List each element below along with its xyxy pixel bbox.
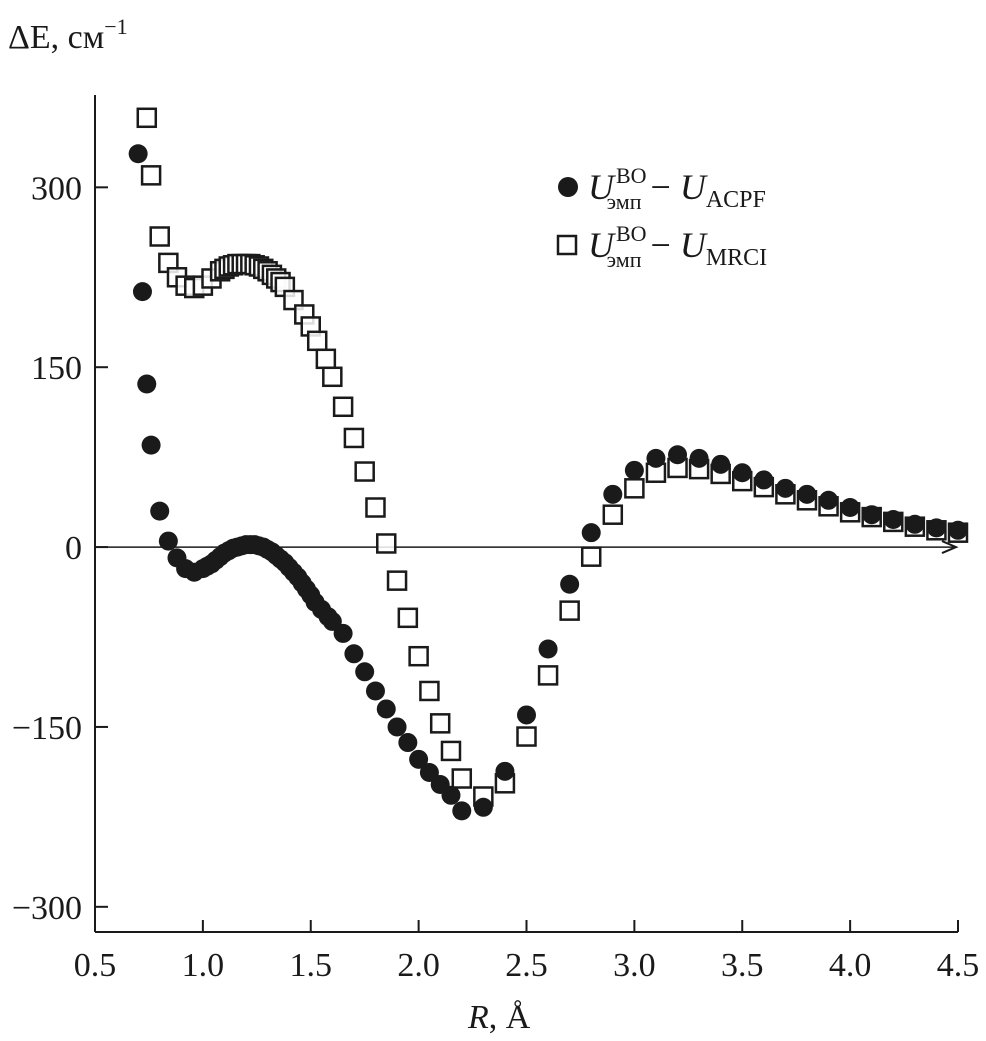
- data-point-acpf: [365, 681, 385, 701]
- x-tick-label: 1.5: [290, 947, 333, 984]
- data-point-mrci: [376, 533, 397, 554]
- data-point-acpf: [344, 644, 364, 664]
- data-point-acpf: [926, 518, 946, 538]
- data-point-acpf: [452, 801, 472, 821]
- data-point-mrci: [602, 504, 624, 525]
- data-point-acpf: [883, 509, 903, 529]
- data-point-acpf: [158, 531, 178, 551]
- data-point-acpf: [862, 505, 882, 525]
- data-point-mrci: [149, 226, 170, 247]
- data-point-mrci: [516, 726, 537, 747]
- x-tick-label: 1.0: [182, 947, 225, 984]
- data-point-mrci: [386, 570, 408, 591]
- data-point-acpf: [754, 470, 774, 490]
- data-point-mrci: [624, 478, 645, 499]
- data-point-acpf: [581, 523, 601, 543]
- arrow-icon: [941, 540, 959, 554]
- data-point-acpf: [538, 639, 558, 659]
- data-point-acpf: [517, 705, 536, 725]
- data-point-mrci: [343, 427, 365, 449]
- x-tick-label: 2.0: [397, 947, 440, 984]
- data-point-mrci: [140, 165, 162, 186]
- data-point-acpf: [398, 733, 418, 753]
- data-point-acpf: [797, 484, 817, 504]
- y-tick-label: 300: [31, 170, 82, 207]
- data-point-mrci: [315, 348, 337, 370]
- data-point-acpf: [560, 574, 580, 594]
- data-point-mrci: [440, 740, 462, 762]
- data-point-acpf: [905, 514, 925, 534]
- data-point-acpf: [819, 490, 839, 510]
- data-point-acpf: [355, 662, 375, 682]
- data-point-acpf: [132, 282, 152, 302]
- data-point-acpf: [948, 520, 968, 540]
- data-point-acpf: [603, 484, 623, 504]
- legend-marker-mrci: [556, 234, 578, 256]
- data-point-mrci: [354, 461, 375, 482]
- data-point-acpf: [646, 448, 666, 468]
- data-point-acpf: [333, 623, 353, 643]
- data-point-acpf: [668, 445, 688, 465]
- axes: 0.5 1.0 1.5 2.0 2.5 3.0 3.5 4.0 4.5 300 150 0 −150 −3…: [12, 95, 979, 984]
- data-point-mrci: [332, 396, 354, 418]
- legend: UBO эмп − UACPF UBO эмп − UMRCI: [556, 163, 767, 272]
- data-point-mrci: [322, 366, 343, 388]
- data-point-acpf: [624, 460, 644, 480]
- data-point-acpf: [711, 454, 731, 474]
- x-tick-label: 2.5: [505, 947, 548, 984]
- x-tick-label: 4.5: [937, 947, 980, 984]
- data-point-mrci: [419, 680, 440, 702]
- data-point-acpf: [137, 374, 157, 394]
- data-point-acpf: [441, 785, 461, 805]
- data-point-mrci: [559, 600, 580, 621]
- data-point-mrci: [397, 607, 419, 629]
- data-point-acpf: [840, 498, 860, 518]
- y-tick-label: −150: [12, 710, 82, 747]
- data-point-acpf: [150, 501, 170, 521]
- data-point-acpf: [732, 463, 752, 483]
- data-point-acpf: [409, 749, 429, 769]
- data-point-acpf: [689, 448, 709, 468]
- data-point-acpf: [141, 435, 161, 455]
- x-tick-label: 4.0: [829, 947, 872, 984]
- data-point-acpf: [128, 144, 148, 164]
- data-marks: [128, 107, 969, 821]
- data-point-acpf: [473, 797, 493, 817]
- data-point-mrci: [451, 768, 473, 789]
- data-point-acpf: [376, 699, 396, 719]
- x-tick-label: 0.5: [74, 947, 117, 984]
- data-point-acpf: [495, 761, 515, 781]
- legend-marker-acpf: [558, 177, 578, 197]
- data-point-mrci: [429, 713, 451, 734]
- data-point-mrci: [365, 497, 386, 518]
- data-point-acpf: [387, 717, 407, 737]
- data-point-mrci: [136, 107, 158, 129]
- y-tick-label: 150: [31, 350, 82, 387]
- data-point-acpf: [775, 478, 795, 498]
- x-axis-label: R, Å: [467, 999, 531, 1036]
- x-tick-label: 3.5: [721, 947, 764, 984]
- x-tick-label: 3.0: [613, 947, 656, 984]
- y-tick-label: 0: [65, 530, 82, 567]
- y-axis-label: ΔE, см−1: [8, 14, 128, 56]
- legend-label-mrci: UBO эмп − UMRCI: [588, 221, 767, 272]
- data-point-mrci: [408, 645, 429, 667]
- data-point-mrci: [306, 330, 328, 352]
- data-point-mrci: [537, 665, 559, 686]
- y-tick-label: −300: [12, 890, 82, 927]
- data-point-mrci: [580, 546, 602, 567]
- legend-label-acpf: UBO эмп − UACPF: [588, 163, 766, 214]
